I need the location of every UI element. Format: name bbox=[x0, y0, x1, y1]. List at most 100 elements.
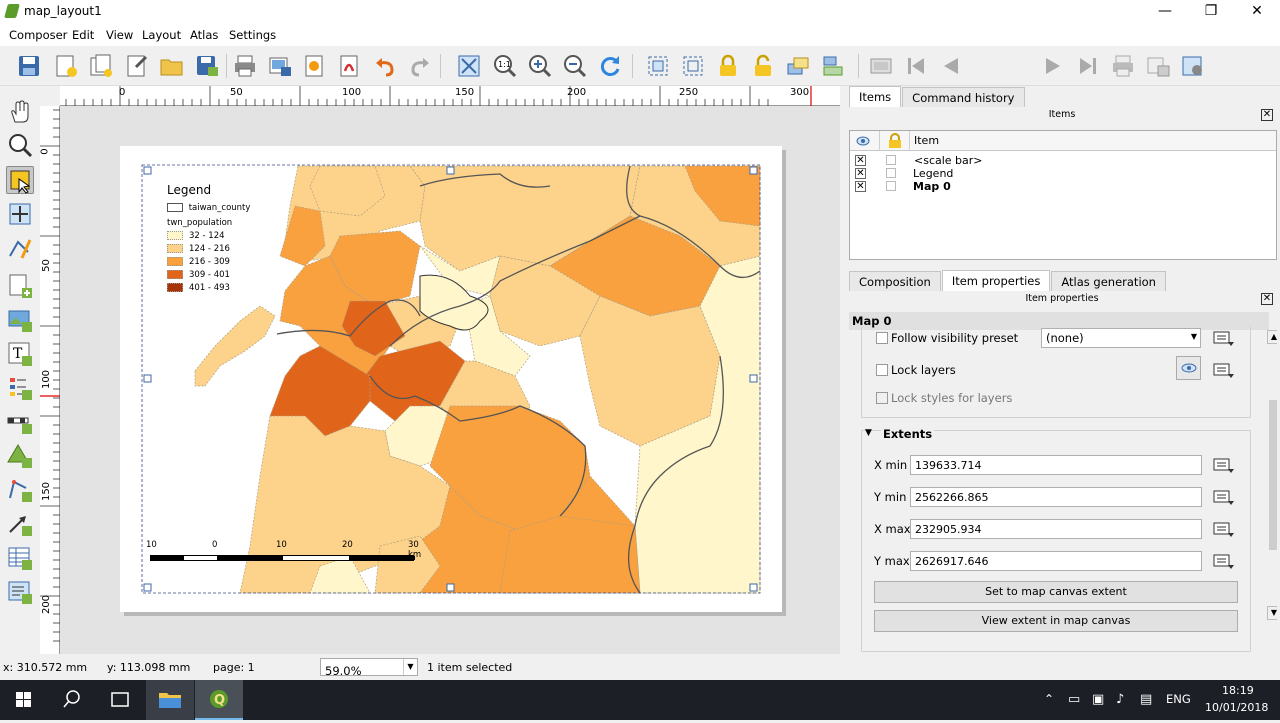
zoom-tool-icon[interactable] bbox=[6, 132, 34, 160]
move-item-content-icon[interactable] bbox=[6, 200, 34, 228]
data-defined-override-icon[interactable] bbox=[1211, 455, 1237, 475]
xmax-field[interactable]: 232905.934 bbox=[910, 519, 1202, 539]
minimize-button[interactable]: — bbox=[1158, 3, 1172, 19]
print-icon[interactable] bbox=[232, 53, 258, 79]
item-column-header[interactable]: Item bbox=[914, 134, 940, 147]
ymax-field[interactable]: 2626917.646 bbox=[910, 551, 1202, 571]
map-legend[interactable]: Legend taiwan_county twn_population 32 -… bbox=[167, 183, 250, 296]
add-image-icon[interactable] bbox=[6, 306, 34, 334]
data-defined-override-icon[interactable] bbox=[1211, 360, 1237, 380]
tab-command-history[interactable]: Command history bbox=[902, 87, 1025, 107]
ymin-field[interactable]: 2562266.865 bbox=[910, 487, 1202, 507]
lock-column[interactable] bbox=[880, 131, 910, 151]
redo-icon[interactable] bbox=[407, 53, 433, 79]
lock-checkbox[interactable] bbox=[886, 168, 896, 178]
items-tree[interactable]: Item ✕ <scale bar> ✕ Legend ✕ Map 0 bbox=[849, 130, 1277, 260]
maximize-button[interactable]: ❐ bbox=[1204, 3, 1218, 19]
language-indicator[interactable]: ENG bbox=[1166, 692, 1191, 706]
menu-edit[interactable]: Edit bbox=[72, 28, 95, 42]
layout-page[interactable]: Legend taiwan_county twn_population 32 -… bbox=[120, 146, 782, 612]
new-composer-icon[interactable] bbox=[53, 53, 79, 79]
edit-nodes-icon[interactable] bbox=[6, 234, 34, 262]
lock-layers-checkbox[interactable] bbox=[876, 364, 888, 376]
menu-composer[interactable]: Composer bbox=[9, 28, 68, 42]
export-image-icon[interactable] bbox=[267, 53, 293, 79]
map-item[interactable] bbox=[120, 146, 782, 612]
atlas-prev-icon[interactable] bbox=[938, 53, 964, 79]
follow-visibility-checkbox[interactable] bbox=[876, 332, 888, 344]
ungroup-items-icon[interactable] bbox=[680, 53, 706, 79]
zoom-select[interactable]: 59.0% ▼ bbox=[320, 658, 418, 678]
windows-start-icon[interactable] bbox=[0, 680, 48, 720]
view-extent-in-map-canvas-button[interactable]: View extent in map canvas bbox=[874, 610, 1238, 632]
close-icon[interactable]: ✕ bbox=[1261, 293, 1273, 305]
zoom-full-icon[interactable] bbox=[456, 53, 482, 79]
data-defined-override-icon[interactable] bbox=[1211, 487, 1237, 507]
close-button[interactable]: ✕ bbox=[1251, 3, 1263, 19]
export-svg-icon[interactable] bbox=[302, 53, 328, 79]
properties-scrollbar[interactable]: ▲ ▼ bbox=[1267, 330, 1277, 652]
visibility-preset-select[interactable]: (none) ▼ bbox=[1041, 328, 1201, 348]
volume-icon[interactable]: ♪ bbox=[1116, 692, 1125, 707]
tab-items[interactable]: Items bbox=[849, 86, 902, 107]
menu-layout[interactable]: Layout bbox=[142, 28, 182, 42]
pan-tool-icon[interactable] bbox=[6, 98, 34, 126]
layer-visibility-button[interactable] bbox=[1176, 356, 1201, 380]
list-item[interactable]: ✕ <scale bar> bbox=[855, 154, 983, 167]
visibility-checkbox[interactable]: ✕ bbox=[855, 181, 866, 192]
tab-composition[interactable]: Composition bbox=[849, 271, 941, 291]
add-label-icon[interactable]: T bbox=[6, 340, 34, 368]
xmin-field[interactable]: 139633.714 bbox=[910, 455, 1202, 475]
scroll-thumb[interactable] bbox=[1269, 400, 1277, 550]
menu-view[interactable]: View bbox=[106, 28, 134, 42]
close-icon[interactable]: ✕ bbox=[1261, 109, 1273, 121]
menu-atlas[interactable]: Atlas bbox=[190, 28, 219, 42]
atlas-preview-icon[interactable] bbox=[868, 53, 894, 79]
unlock-icon[interactable] bbox=[750, 53, 776, 79]
lock-checkbox[interactable] bbox=[886, 181, 896, 191]
composer-manager-icon[interactable] bbox=[124, 53, 150, 79]
visibility-checkbox[interactable]: ✕ bbox=[855, 155, 866, 166]
save-project-icon[interactable] bbox=[16, 53, 42, 79]
battery-icon[interactable]: ▭ bbox=[1068, 692, 1081, 707]
zoom-in-icon[interactable] bbox=[527, 53, 553, 79]
duplicate-composer-icon[interactable] bbox=[88, 53, 114, 79]
data-defined-override-icon[interactable] bbox=[1211, 551, 1237, 571]
atlas-last-icon[interactable] bbox=[1075, 53, 1101, 79]
atlas-first-icon[interactable] bbox=[903, 53, 929, 79]
menu-settings[interactable]: Settings bbox=[229, 28, 277, 42]
visibility-column[interactable] bbox=[850, 131, 880, 151]
file-explorer-icon[interactable] bbox=[146, 680, 194, 720]
tab-item-properties[interactable]: Item properties bbox=[941, 270, 1051, 291]
scroll-down-icon[interactable]: ▼ bbox=[1267, 606, 1277, 620]
group-items-icon[interactable] bbox=[645, 53, 671, 79]
align-items-icon[interactable] bbox=[820, 53, 846, 79]
collapse-triangle-icon[interactable]: ▼ bbox=[865, 428, 872, 438]
list-item[interactable]: ✕ Legend bbox=[855, 167, 954, 180]
zoom-100-icon[interactable]: 1:1 bbox=[492, 53, 518, 79]
lock-styles-checkbox[interactable] bbox=[876, 392, 888, 404]
list-item-selected[interactable]: ✕ Map 0 bbox=[855, 180, 951, 193]
atlas-print-icon[interactable] bbox=[1110, 53, 1136, 79]
add-scalebar-icon[interactable] bbox=[6, 408, 34, 436]
raise-items-icon[interactable] bbox=[785, 53, 811, 79]
tab-atlas-generation[interactable]: Atlas generation bbox=[1051, 271, 1166, 291]
qgis-taskbar-icon[interactable]: Q bbox=[195, 680, 243, 720]
add-html-frame-icon[interactable] bbox=[6, 578, 34, 606]
composer-canvas[interactable]: Legend taiwan_county twn_population 32 -… bbox=[60, 106, 840, 654]
data-defined-override-icon[interactable] bbox=[1211, 328, 1237, 348]
tray-chevron-icon[interactable]: ⌃ bbox=[1044, 692, 1055, 706]
lock-checkbox[interactable] bbox=[886, 155, 896, 165]
search-icon[interactable] bbox=[48, 680, 96, 720]
export-pdf-icon[interactable] bbox=[337, 53, 363, 79]
add-node-item-icon[interactable] bbox=[6, 476, 34, 504]
zoom-out-icon[interactable] bbox=[562, 53, 588, 79]
atlas-export-icon[interactable] bbox=[1145, 53, 1171, 79]
add-legend-icon[interactable] bbox=[6, 374, 34, 402]
clock-date[interactable]: 10/01/2018 bbox=[1205, 701, 1269, 714]
undo-icon[interactable] bbox=[372, 53, 398, 79]
visibility-checkbox[interactable]: ✕ bbox=[855, 168, 866, 179]
data-defined-override-icon[interactable] bbox=[1211, 519, 1237, 539]
open-template-icon[interactable] bbox=[159, 53, 185, 79]
atlas-next-icon[interactable] bbox=[1040, 53, 1066, 79]
